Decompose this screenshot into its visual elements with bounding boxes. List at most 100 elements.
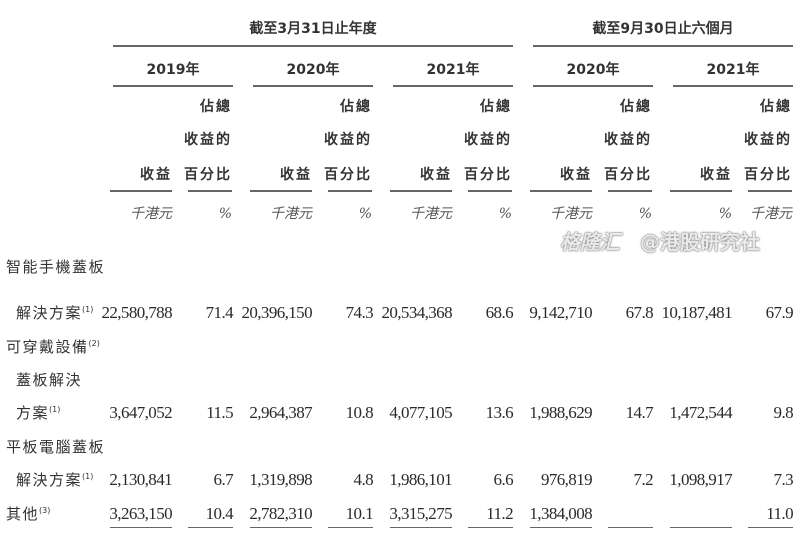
percent-cell: 67.8 xyxy=(625,303,654,322)
row-label: 可穿戴設備(2) xyxy=(6,340,100,355)
revenue-cell: 2,964,387 xyxy=(249,403,312,422)
revenue-cell: 3,263,150 xyxy=(109,504,172,523)
revenue-cell: 2,782,310 xyxy=(249,504,312,523)
revenue-cell: 22,580,788 xyxy=(101,303,172,322)
revenue-cell: 1,986,101 xyxy=(389,470,452,489)
revenue-cell: 1,988,629 xyxy=(529,403,592,422)
year-header: 2021年 xyxy=(426,62,480,78)
group-header-rule xyxy=(533,45,793,47)
revenue-cell: 2,130,841 xyxy=(109,470,172,489)
total-rule xyxy=(110,527,172,528)
year-rule xyxy=(533,85,653,87)
group-header-six-months: 截至9月30日止六個月 xyxy=(592,21,734,37)
col-rule xyxy=(188,190,232,192)
total-rule xyxy=(250,527,312,528)
unit-label: 千港元 xyxy=(750,206,792,222)
unit-label: % xyxy=(218,206,232,222)
percent-cell: 6.6 xyxy=(493,470,514,489)
revenue-cell: 20,534,368 xyxy=(381,303,452,322)
percent-cell: 74.3 xyxy=(345,303,374,322)
row-label-text: 蓋板解決 xyxy=(16,371,83,389)
row-label: 解決方案(1) xyxy=(16,473,93,488)
pct-header: 百分比 xyxy=(464,167,512,183)
row-label: 方案(1) xyxy=(16,406,60,421)
revenue-cell: 3,647,052 xyxy=(109,403,172,422)
revenue-cell: 10,187,481 xyxy=(661,303,732,322)
row-label: 智能手機蓋板 xyxy=(6,260,105,275)
total-rule xyxy=(530,527,592,528)
col-rule xyxy=(110,190,172,192)
pct-header: 佔總 xyxy=(480,99,512,115)
year-header: 2020年 xyxy=(566,62,620,78)
year-header: 2019年 xyxy=(146,62,200,78)
footnote-ref: (3) xyxy=(39,506,51,515)
unit-label: 千港元 xyxy=(550,206,592,222)
pct-header: 佔總 xyxy=(760,99,792,115)
total-rule xyxy=(328,527,373,528)
footnote-ref: (2) xyxy=(88,339,100,348)
col-rule xyxy=(390,190,452,192)
revenue-header: 收益 xyxy=(700,167,732,183)
percent-cell: 6.7 xyxy=(213,470,234,489)
row-label: 解決方案(1) xyxy=(16,306,93,321)
percent-cell: 10.4 xyxy=(205,504,234,523)
revenue-header: 收益 xyxy=(280,167,312,183)
pct-header: 收益的 xyxy=(744,132,792,148)
year-rule xyxy=(113,85,233,87)
row-label-text: 解決方案 xyxy=(16,471,83,489)
total-rule xyxy=(468,527,513,528)
group-header-fiscal-year: 截至3月31日止年度 xyxy=(249,21,377,37)
percent-cell: 11.0 xyxy=(766,504,793,523)
watermark-handle: @港股研究社 xyxy=(640,230,760,254)
col-rule xyxy=(468,190,512,192)
year-header: 2020年 xyxy=(286,62,340,78)
revenue-cell: 4,077,105 xyxy=(389,403,452,422)
year-rule xyxy=(253,85,373,87)
unit-label: 千港元 xyxy=(270,206,312,222)
pct-header: 佔總 xyxy=(620,99,652,115)
percent-cell: 7.3 xyxy=(773,470,794,489)
group-header-rule xyxy=(113,45,513,47)
revenue-cell: 1,472,544 xyxy=(669,403,732,422)
row-label-text: 方案 xyxy=(16,404,50,422)
revenue-cell: 1,098,917 xyxy=(669,470,732,489)
footnote-ref: (1) xyxy=(49,405,61,414)
col-rule xyxy=(670,190,732,192)
row-label-text: 解決方案 xyxy=(16,304,83,322)
percent-cell: 11.5 xyxy=(206,403,233,422)
total-rule xyxy=(748,527,793,528)
pct-header: 百分比 xyxy=(184,167,232,183)
year-rule xyxy=(673,85,793,87)
pct-header: 百分比 xyxy=(604,167,652,183)
percent-cell: 67.9 xyxy=(765,303,794,322)
revenue-cell: 1,319,898 xyxy=(249,470,312,489)
row-label: 其他(3) xyxy=(6,507,50,522)
row-label-text: 平板電腦蓋板 xyxy=(6,438,106,456)
revenue-cell: 20,396,150 xyxy=(241,303,312,322)
percent-cell: 4.8 xyxy=(353,470,374,489)
col-rule xyxy=(328,190,372,192)
pct-header: 佔總 xyxy=(340,99,372,115)
unit-label: % xyxy=(718,206,732,222)
revenue-cell: 9,142,710 xyxy=(529,303,592,322)
row-label-text: 其他 xyxy=(6,505,40,523)
percent-cell: 13.6 xyxy=(485,403,514,422)
col-rule xyxy=(530,190,592,192)
pct-header: 佔總 xyxy=(200,99,232,115)
percent-cell: 10.8 xyxy=(345,403,374,422)
year-header: 2021年 xyxy=(706,62,760,78)
percent-cell: 68.6 xyxy=(485,303,514,322)
percent-cell: 14.7 xyxy=(625,403,654,422)
unit-label: % xyxy=(498,206,512,222)
row-label-text: 智能手機蓋板 xyxy=(6,258,106,276)
col-rule xyxy=(608,190,652,192)
pct-header: 收益的 xyxy=(464,132,512,148)
pct-header: 收益的 xyxy=(604,132,652,148)
col-rule xyxy=(748,190,792,192)
pct-header: 百分比 xyxy=(324,167,372,183)
row-label: 平板電腦蓋板 xyxy=(6,440,105,455)
watermark-logo: 格隆汇 xyxy=(560,230,620,254)
revenue-header: 收益 xyxy=(140,167,172,183)
row-label: 蓋板解決 xyxy=(16,373,82,388)
